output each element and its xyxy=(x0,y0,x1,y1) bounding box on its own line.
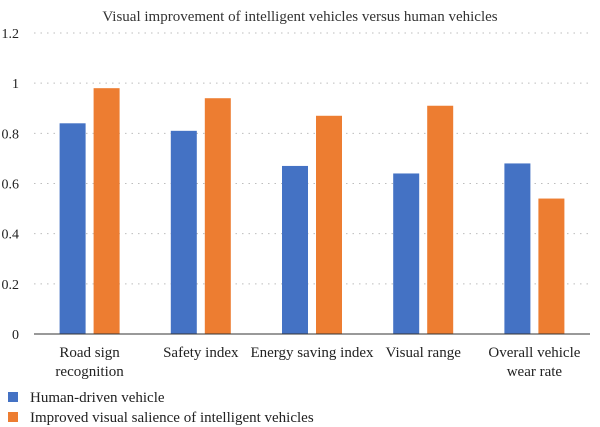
bar-series-2 xyxy=(316,115,342,335)
bar-series-1 xyxy=(504,163,531,334)
x-category-label: Safety index xyxy=(163,345,239,361)
x-category-label: Road sign xyxy=(59,345,120,361)
legend-swatch xyxy=(8,392,18,402)
y-tick-label: 0 xyxy=(12,328,19,343)
y-tick-label: 0.4 xyxy=(2,228,20,243)
bar-series-1 xyxy=(170,130,197,334)
chart-title: Visual improvement of intelligent vehicl… xyxy=(102,9,497,25)
bar-series-2 xyxy=(538,198,565,334)
legend-label: Improved visual salience of intelligent … xyxy=(30,410,314,426)
y-tick-label: 0.6 xyxy=(2,178,20,193)
x-category-label: Overall vehicle xyxy=(488,345,580,361)
bar-series-2 xyxy=(93,88,120,334)
bar-series-1 xyxy=(282,165,308,334)
bars xyxy=(59,88,565,335)
x-category-label: wear rate xyxy=(507,364,563,380)
x-axis-categories: Road sign recognition Safety index Energy s… xyxy=(55,345,580,380)
bar-series-2 xyxy=(204,98,231,334)
y-tick-label: 0.2 xyxy=(2,278,20,293)
legend-label: Human-driven vehicle xyxy=(30,390,165,406)
y-tick-label: 1 xyxy=(12,77,19,92)
bar-series-1 xyxy=(59,123,86,334)
legend-swatch xyxy=(8,412,18,422)
bar-series-1 xyxy=(393,173,420,334)
x-category-label: Visual range xyxy=(386,345,462,361)
legend: Human-driven vehicle Improved visual sali… xyxy=(8,390,314,426)
y-tick-label: 0.8 xyxy=(2,127,20,142)
bar-series-2 xyxy=(427,105,454,334)
y-tick-label: 1.2 xyxy=(2,27,20,42)
x-category-label: recognition xyxy=(55,364,124,380)
x-category-label: Energy saving index xyxy=(250,345,374,361)
y-axis-ticks: 0 0.2 0.4 0.6 0.8 1 1.2 xyxy=(2,27,20,343)
